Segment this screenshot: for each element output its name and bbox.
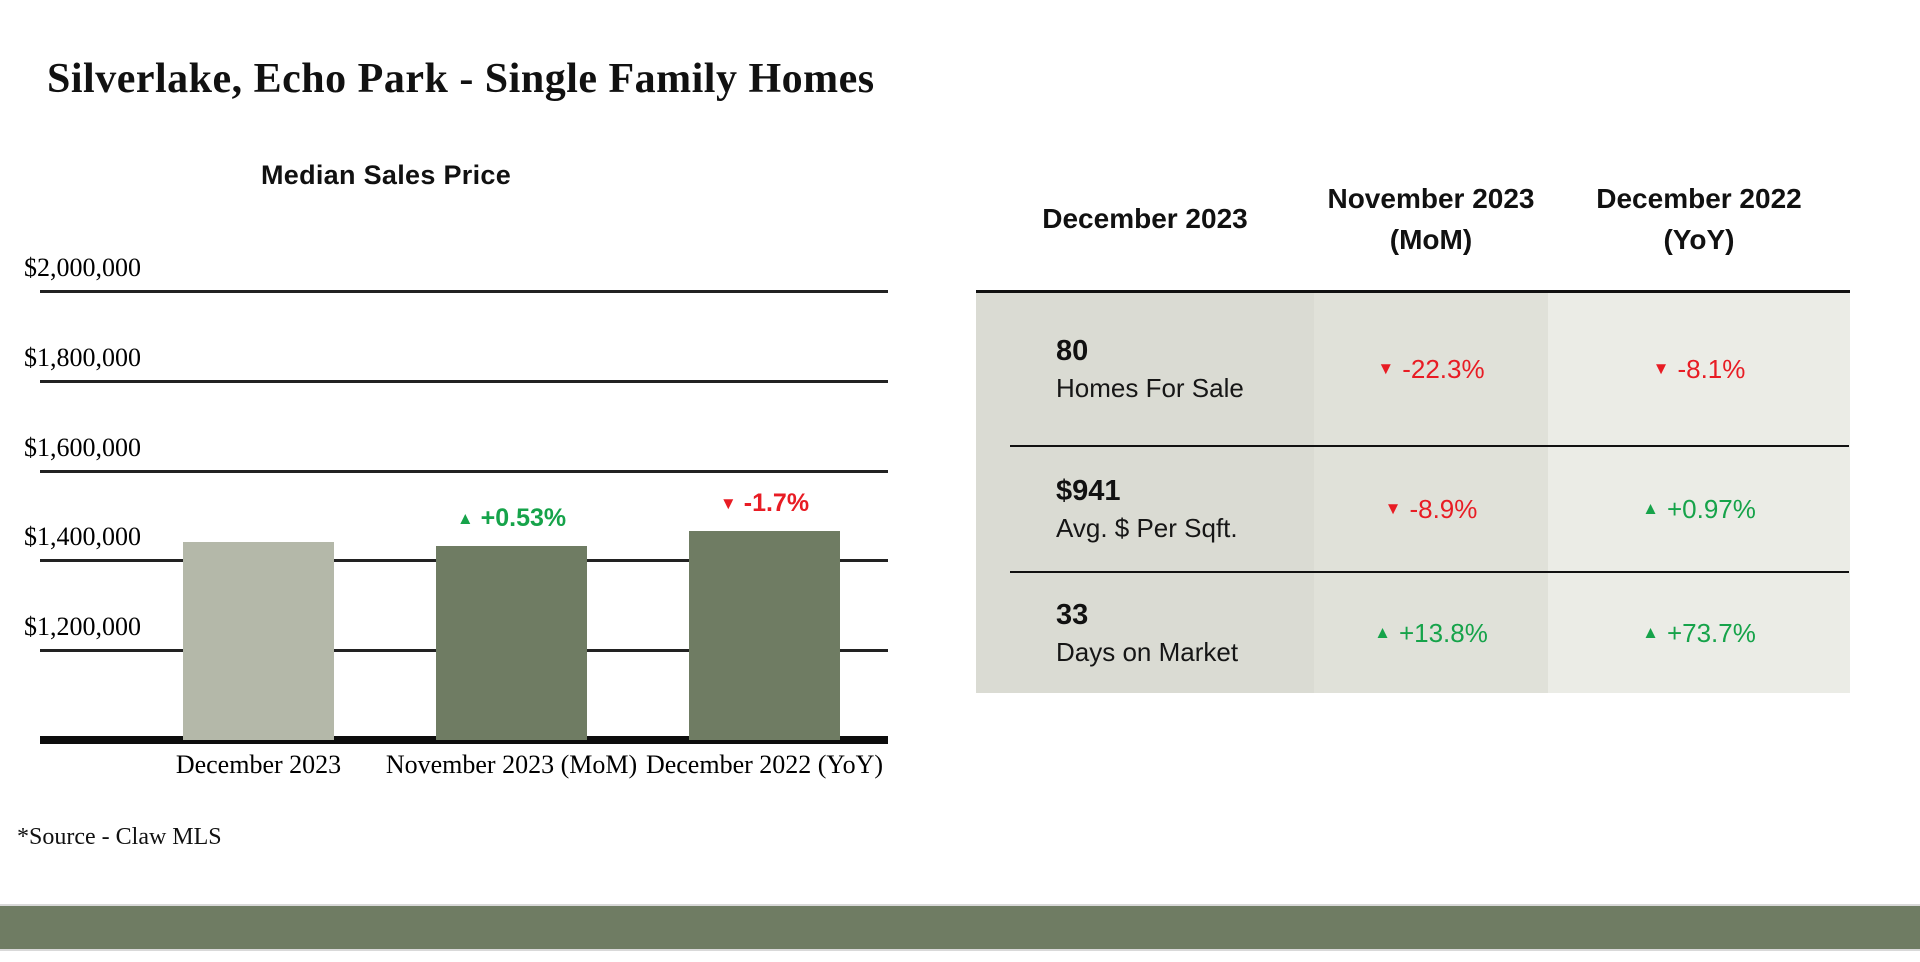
metric-label: Days on Market [1056, 636, 1239, 667]
down-triangle-icon: ▼ [719, 494, 737, 514]
table-row: 80 Homes For Sale ▼ -22.3% ▼ -8.1% [976, 293, 1850, 445]
change-value: -8.9% [1409, 493, 1478, 524]
change-value: -22.3% [1402, 353, 1485, 384]
table-column-bg-mom [1314, 293, 1548, 693]
gridline [40, 379, 888, 383]
x-axis-label: November 2023 (MoM) [385, 750, 638, 779]
change-cell-mom: ▼ -22.3% [1314, 293, 1548, 445]
change-value: +73.7% [1666, 617, 1756, 648]
metric-label: Avg. $ Per Sqft. [1056, 512, 1238, 543]
bar-december-2023 [183, 542, 334, 740]
gridline [40, 469, 888, 473]
x-axis-line [40, 736, 888, 744]
table-column-bg-yoy [1548, 293, 1850, 693]
bar-change-label: ▼ -1.7% [655, 489, 875, 518]
source-note: *Source - Claw MLS [17, 824, 222, 850]
metric-days-on-market: 33 Days on Market [1056, 573, 1238, 693]
change-value: -8.1% [1677, 353, 1746, 384]
change-cell-mom: ▼ -8.9% [1314, 447, 1548, 571]
up-triangle-icon: ▲ [1642, 623, 1659, 642]
metric-value: 33 [1056, 598, 1089, 631]
table-row: 33 Days on Market ▲ +13.8% ▲ +73.7% [976, 573, 1850, 693]
chart-title: Median Sales Price [260, 160, 512, 190]
down-triangle-icon: ▼ [1384, 499, 1402, 518]
y-tick-label: $1,600,000 [24, 432, 141, 462]
down-triangle-icon: ▼ [1377, 359, 1395, 378]
y-tick-label: $1,200,000 [24, 612, 141, 642]
table-header-november-2023-mom: November 2023 (MoM) [1327, 182, 1535, 255]
up-triangle-icon: ▲ [1374, 623, 1391, 642]
bar-december-2022-yoy [689, 531, 840, 740]
metric-avg-price-per-sqft: $941 Avg. $ Per Sqft. [1056, 447, 1238, 571]
up-triangle-icon: ▲ [456, 509, 474, 529]
change-cell-yoy: ▲ +0.97% [1548, 447, 1850, 571]
table-header-december-2023: December 2023 [1042, 203, 1248, 235]
change-cell-mom: ▲ +13.8% [1314, 573, 1548, 693]
change-cell-yoy: ▼ -8.1% [1548, 293, 1850, 445]
table-header-december-2022-yoy: December 2022 (YoY) [1596, 182, 1802, 255]
bar-november-2023-mom [436, 546, 587, 740]
change-value: +13.8% [1398, 617, 1488, 648]
up-triangle-icon: ▲ [1642, 499, 1659, 518]
table-row: $941 Avg. $ Per Sqft. ▼ -8.9% ▲ +0.97% [976, 447, 1850, 571]
row-divider [1010, 445, 1849, 447]
metric-value: $941 [1056, 474, 1121, 507]
table-top-border [976, 290, 1850, 293]
metric-label: Homes For Sale [1056, 372, 1244, 403]
y-tick-label: $1,400,000 [24, 522, 141, 552]
metric-value: 80 [1056, 334, 1089, 367]
footer-bar [0, 904, 1920, 951]
x-axis-label: December 2022 (YoY) [645, 750, 884, 779]
change-value: +0.53% [480, 504, 567, 533]
metric-homes-for-sale: 80 Homes For Sale [1056, 293, 1244, 445]
change-value: +0.97% [1666, 493, 1756, 524]
table-column-bg-current [976, 293, 1314, 693]
bar-change-label: ▲ +0.53% [402, 504, 622, 533]
change-value: -1.7% [743, 489, 810, 518]
gridline [40, 290, 888, 293]
change-cell-yoy: ▲ +73.7% [1548, 573, 1850, 693]
page-title: Silverlake, Echo Park - Single Family Ho… [47, 56, 875, 102]
row-divider [1010, 571, 1849, 573]
y-tick-label: $2,000,000 [24, 253, 141, 282]
x-axis-label: December 2023 [175, 750, 342, 779]
down-triangle-icon: ▼ [1652, 359, 1670, 378]
y-tick-label: $1,800,000 [24, 342, 141, 372]
